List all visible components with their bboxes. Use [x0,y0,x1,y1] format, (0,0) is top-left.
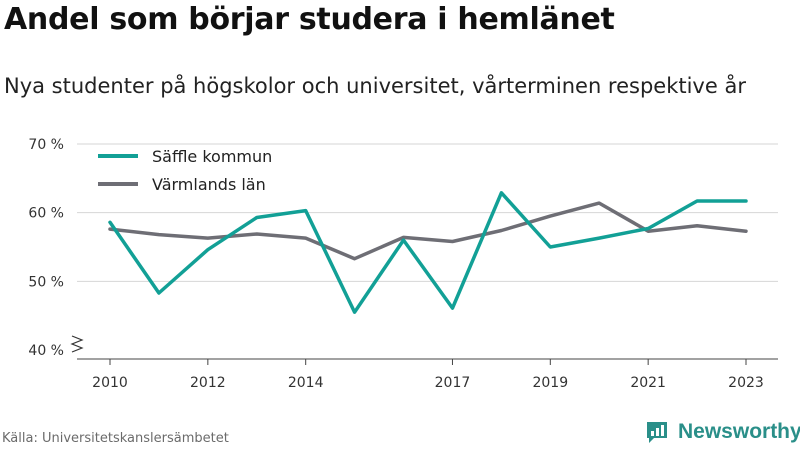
series-line-1 [108,201,748,261]
legend-label: Säffle kommun [152,147,272,166]
series-line-0 [108,191,748,314]
x-tick-label: 2021 [630,375,666,391]
axis-break-icon [70,335,84,353]
chart-title: Andel som börjar studera i hemlänet [4,2,615,37]
newsworthy-logo-icon [647,422,667,443]
axes: 40 % 50 % 60 % 70 % 2010 2012 2014 2017 2019 2021… [28,137,778,391]
x-tick-label: 2017 [435,375,471,391]
series-lines [108,191,748,314]
y-tick-label: 70 % [28,137,64,153]
x-tick-label: 2019 [532,375,568,391]
source-note: Källa: Universitetskanslersämbetet [2,431,229,446]
x-tick-label: 2010 [92,375,128,391]
x-tick-label: 2014 [288,375,324,391]
x-tick-label: 2012 [190,375,226,391]
y-tick-label: 60 % [28,206,64,222]
legend: Säffle kommun Värmlands län [98,147,272,194]
brand-name: Newsworthy [678,420,800,443]
legend-label: Värmlands län [152,175,266,194]
y-tick-label: 40 % [28,343,64,359]
y-tick-label: 50 % [28,274,64,290]
brand: Newsworthy [644,419,800,445]
chart-subtitle: Nya studenter på högskolor och universit… [4,74,746,98]
x-tick-label: 2023 [728,375,764,391]
gridlines [77,143,778,282]
